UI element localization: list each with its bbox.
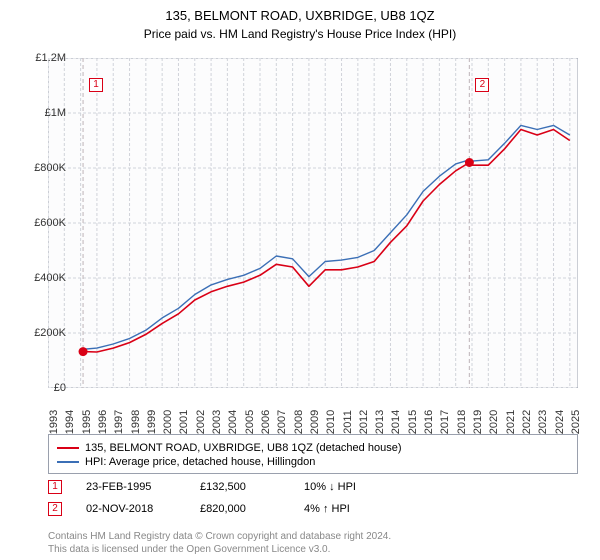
y-tick-label: £200K xyxy=(34,327,66,339)
y-tick-label: £1.2M xyxy=(35,52,66,64)
x-tick-label: 2010 xyxy=(325,410,337,434)
legend-swatch-property xyxy=(57,447,79,449)
chart-svg xyxy=(48,58,578,388)
x-tick-label: 2012 xyxy=(358,410,370,434)
x-tick-label: 2005 xyxy=(244,410,256,434)
x-tick-label: 2003 xyxy=(211,410,223,434)
x-tick-label: 2025 xyxy=(570,410,582,434)
x-tick-label: 2017 xyxy=(439,410,451,434)
price-chart xyxy=(48,58,578,388)
x-tick-label: 2009 xyxy=(309,410,321,434)
credits-line-1: Contains HM Land Registry data © Crown c… xyxy=(48,531,578,544)
x-tick-label: 1994 xyxy=(64,410,76,434)
x-tick-label: 2021 xyxy=(505,410,517,434)
legend-row-hpi: HPI: Average price, detached house, Hill… xyxy=(57,455,569,469)
page-subtitle: Price paid vs. HM Land Registry's House … xyxy=(0,23,600,47)
transaction-date-2: 02-NOV-2018 xyxy=(76,503,186,515)
transaction-row-1: 1 23-FEB-1995 £132,500 10% ↓ HPI xyxy=(48,480,578,494)
x-tick-label: 2007 xyxy=(276,410,288,434)
x-tick-label: 2019 xyxy=(472,410,484,434)
transaction-date-1: 23-FEB-1995 xyxy=(76,481,186,493)
transaction-row-2: 2 02-NOV-2018 £820,000 4% ↑ HPI xyxy=(48,502,578,516)
chart-transaction-marker: 1 xyxy=(89,78,103,92)
x-tick-label: 2023 xyxy=(537,410,549,434)
y-tick-label: £800K xyxy=(34,162,66,174)
legend-row-property: 135, BELMONT ROAD, UXBRIDGE, UB8 1QZ (de… xyxy=(57,441,569,455)
x-tick-label: 2016 xyxy=(423,410,435,434)
transaction-marker-2: 2 xyxy=(48,502,62,516)
x-tick-label: 2015 xyxy=(407,410,419,434)
x-tick-label: 1998 xyxy=(130,410,142,434)
x-tick-label: 2008 xyxy=(293,410,305,434)
x-tick-label: 2014 xyxy=(390,410,402,434)
legend-label-hpi: HPI: Average price, detached house, Hill… xyxy=(85,456,315,468)
x-tick-label: 2002 xyxy=(195,410,207,434)
x-tick-label: 1999 xyxy=(146,410,158,434)
x-tick-label: 2018 xyxy=(456,410,468,434)
x-tick-label: 1997 xyxy=(113,410,125,434)
x-tick-label: 1995 xyxy=(81,410,93,434)
x-tick-label: 2020 xyxy=(488,410,500,434)
x-tick-label: 2006 xyxy=(260,410,272,434)
x-tick-label: 2013 xyxy=(374,410,386,434)
x-tick-label: 2024 xyxy=(554,410,566,434)
transaction-delta-1: 10% ↓ HPI xyxy=(304,481,394,493)
x-tick-label: 2022 xyxy=(521,410,533,434)
x-tick-label: 2004 xyxy=(227,410,239,434)
chart-transaction-marker: 2 xyxy=(475,78,489,92)
y-tick-label: £600K xyxy=(34,217,66,229)
page-title: 135, BELMONT ROAD, UXBRIDGE, UB8 1QZ xyxy=(0,0,600,23)
credits-line-2: This data is licensed under the Open Gov… xyxy=(48,544,578,557)
x-tick-label: 2000 xyxy=(162,410,174,434)
y-tick-label: £0 xyxy=(54,382,66,394)
legend: 135, BELMONT ROAD, UXBRIDGE, UB8 1QZ (de… xyxy=(48,434,578,474)
legend-label-property: 135, BELMONT ROAD, UXBRIDGE, UB8 1QZ (de… xyxy=(85,442,401,454)
transaction-price-1: £132,500 xyxy=(200,481,290,493)
transaction-marker-1: 1 xyxy=(48,480,62,494)
x-tick-label: 1993 xyxy=(48,410,60,434)
x-tick-label: 2001 xyxy=(178,410,190,434)
transaction-price-2: £820,000 xyxy=(200,503,290,515)
x-tick-label: 1996 xyxy=(97,410,109,434)
y-tick-label: £1M xyxy=(45,107,66,119)
legend-swatch-hpi xyxy=(57,461,79,463)
x-tick-label: 2011 xyxy=(342,410,354,434)
transaction-delta-2: 4% ↑ HPI xyxy=(304,503,394,515)
credits: Contains HM Land Registry data © Crown c… xyxy=(48,531,578,556)
y-tick-label: £400K xyxy=(34,272,66,284)
